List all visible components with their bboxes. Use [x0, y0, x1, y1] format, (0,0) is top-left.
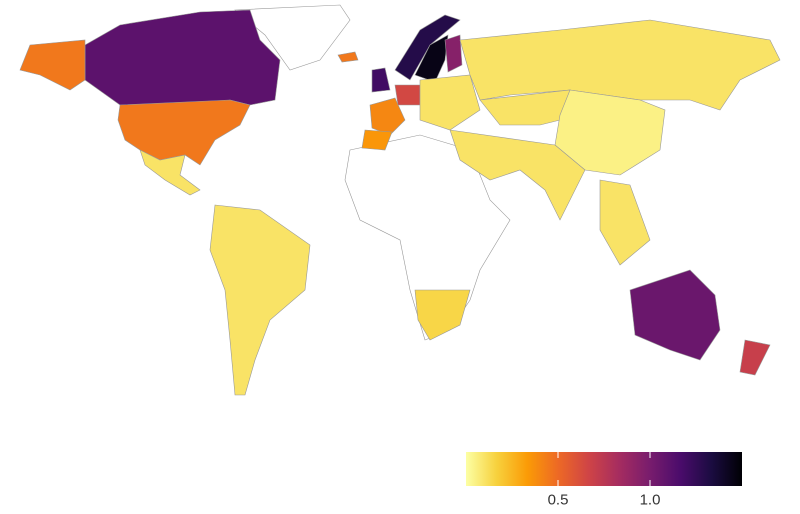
region	[209, 204, 311, 396]
colorbar	[466, 452, 742, 486]
region	[139, 149, 201, 196]
region	[369, 97, 406, 136]
no-data-region	[234, 4, 351, 71]
tick-label: 0.5	[548, 491, 569, 508]
region	[337, 51, 359, 63]
region	[419, 74, 481, 131]
region	[414, 289, 471, 341]
region	[599, 179, 651, 266]
region	[361, 129, 393, 151]
region	[394, 14, 461, 81]
region	[554, 89, 666, 176]
tick-label: 1.0	[640, 491, 661, 508]
region	[394, 84, 421, 106]
region	[629, 269, 721, 361]
region	[739, 339, 771, 376]
region	[84, 9, 281, 106]
region	[444, 34, 463, 73]
region	[19, 39, 86, 91]
land	[19, 4, 781, 396]
region	[371, 67, 391, 93]
region	[449, 129, 586, 221]
region	[459, 19, 781, 111]
region	[117, 99, 251, 166]
